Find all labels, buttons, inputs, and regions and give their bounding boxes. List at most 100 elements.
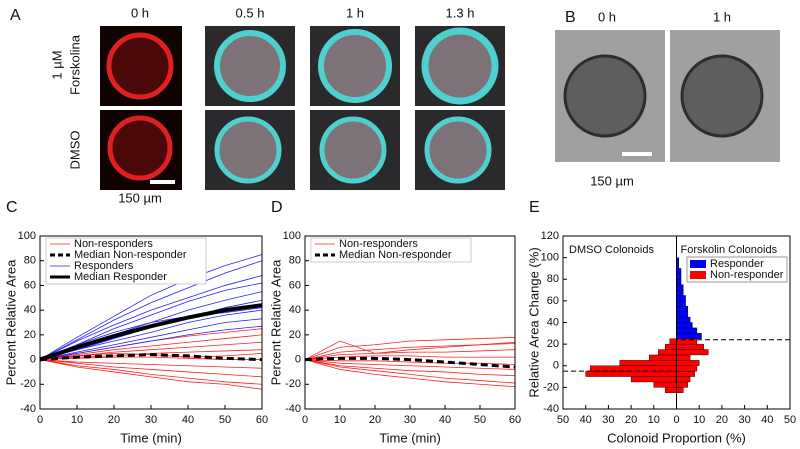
trace	[39, 359, 263, 385]
panel-label: B	[565, 9, 576, 26]
group-label: Forskolin Colonoids	[681, 244, 778, 256]
time-label: 0 h	[598, 9, 616, 24]
trace	[304, 359, 516, 370]
legend-swatch	[690, 271, 706, 279]
y-tick-label: 80	[289, 255, 301, 267]
trace	[39, 359, 263, 369]
y-tick-label: 20	[547, 338, 559, 350]
legend-label: Non-responders	[74, 238, 153, 250]
micrographs	[100, 26, 505, 190]
y-tick-label: -40	[543, 403, 559, 415]
bar	[669, 338, 677, 345]
bar	[676, 370, 695, 377]
x-tick-label: 20	[369, 414, 381, 426]
bar	[676, 376, 691, 383]
legend-label: Non-responders	[339, 238, 418, 250]
bar	[676, 381, 689, 388]
y-tick-label: -40	[20, 403, 36, 415]
y-tick-label: -20	[20, 378, 36, 390]
x-tick-label: 20	[625, 414, 637, 426]
bar	[585, 370, 677, 377]
x-tick-label: 10	[334, 414, 346, 426]
x-tick-label: 40	[182, 414, 194, 426]
y-axis-label: Percent Relative Area	[3, 259, 18, 386]
trace	[39, 303, 263, 362]
x-tick-label: 50	[219, 414, 231, 426]
trace	[39, 359, 263, 378]
legend-label: Responder	[710, 258, 764, 270]
y-tick-label: -40	[285, 403, 301, 415]
trace	[39, 307, 263, 360]
time-label: 1 h	[346, 5, 364, 20]
x-tick-label: 30	[738, 414, 750, 426]
y-tick-label: 60	[289, 279, 301, 291]
trace	[304, 349, 516, 360]
x-tick-label: 30	[404, 414, 416, 426]
x-tick-label: 30	[145, 414, 157, 426]
y-tick-label: 40	[547, 316, 559, 328]
bar	[676, 306, 689, 312]
legend-box	[310, 237, 472, 263]
x-tick-label: 60	[256, 414, 268, 426]
bar	[676, 333, 702, 339]
time-label: 0 h	[131, 5, 149, 20]
y-tick-label: 100	[18, 230, 36, 242]
x-tick-label: 0	[302, 414, 308, 426]
bar	[619, 360, 677, 366]
y-tick-label: 20	[289, 329, 301, 341]
legend-box	[45, 237, 207, 285]
x-tick-label: 60	[509, 414, 521, 426]
row-label: Forskolina	[67, 34, 82, 95]
bar	[653, 381, 677, 388]
bar	[676, 279, 682, 285]
x-tick-label: 50	[784, 414, 796, 426]
x-tick-label: 40	[439, 414, 451, 426]
y-tick-label: 120	[541, 230, 559, 242]
legend-label: Median Non-responder	[339, 249, 452, 261]
legend-label: Responders	[74, 260, 134, 272]
group-label: DMSO Colonoids	[569, 244, 654, 256]
bar	[676, 365, 698, 372]
trace	[304, 359, 516, 384]
y-tick-label: 20	[24, 329, 36, 341]
y-tick-label: 80	[24, 255, 36, 267]
bar	[676, 327, 698, 334]
row-label: DMSO	[67, 131, 82, 170]
panel-label: C	[6, 199, 18, 216]
y-tick-label: 0	[553, 360, 559, 372]
x-tick-label: 20	[716, 414, 728, 426]
trace	[39, 318, 263, 360]
bar	[658, 349, 677, 356]
legend-swatch	[690, 260, 706, 268]
trace	[304, 336, 516, 360]
bar	[676, 354, 691, 361]
x-tick-label: 10	[648, 414, 660, 426]
trace	[304, 356, 516, 369]
brightfield-images	[555, 30, 780, 162]
x-tick-label: 30	[602, 414, 614, 426]
bar	[676, 300, 686, 307]
bar	[676, 360, 700, 366]
trace	[39, 275, 263, 360]
bar	[676, 343, 704, 350]
trace	[39, 359, 263, 390]
bar	[664, 343, 677, 350]
y-tick-label: 40	[24, 304, 36, 316]
y-axis-label: Percent Relative Area	[268, 259, 283, 386]
bar	[676, 349, 709, 356]
trace	[304, 359, 516, 388]
x-tick-label: 10	[693, 414, 705, 426]
x-tick-label: 10	[71, 414, 83, 426]
x-tick-label: 40	[761, 414, 773, 426]
trace	[39, 353, 263, 362]
bar	[590, 365, 677, 372]
bar	[676, 387, 684, 393]
y-tick-label: 60	[24, 279, 36, 291]
y-tick-label: -20	[285, 378, 301, 390]
trace	[39, 325, 263, 360]
x-tick-label: 40	[580, 414, 592, 426]
x-tick-label: 50	[557, 414, 569, 426]
y-axis-label: Relative Area Change (%)	[526, 247, 541, 397]
